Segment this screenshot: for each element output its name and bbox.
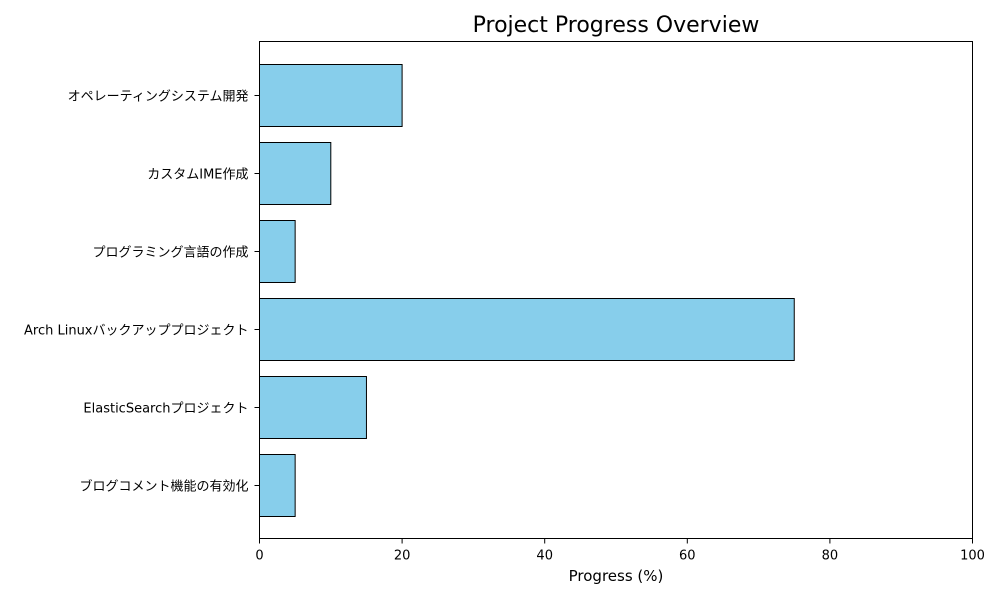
category-label-2: プログラミング言語の作成 (92, 245, 248, 261)
x-tick-label-3: 60 (679, 549, 696, 564)
x-tick-label-0: 0 (255, 549, 263, 564)
category-label-4: ElasticSearchプロジェクト (83, 402, 248, 417)
category-label-5: ブログコメント機能の有効化 (79, 479, 248, 495)
x-tick-label-1: 20 (394, 549, 411, 564)
x-axis-ticks: 0 20 40 60 80 100 (255, 538, 985, 564)
bar-2 (259, 220, 296, 283)
x-tick-label-4: 80 (822, 549, 839, 564)
bar-0 (259, 64, 403, 127)
bar-4 (259, 376, 367, 439)
chart-title: Project Progress Overview (473, 13, 760, 38)
bar-5 (259, 454, 296, 517)
x-tick-label-2: 40 (536, 549, 553, 564)
bar-1 (259, 142, 332, 205)
bar-3 (259, 298, 795, 361)
plot-frame (259, 41, 973, 539)
category-label-0: オペレーティングシステム開発 (68, 90, 249, 105)
x-tick-label-5: 100 (960, 549, 985, 564)
category-label-3: Arch Linuxバックアッププロジェクト (24, 324, 249, 339)
category-label-1: カスタムIME作成 (147, 168, 248, 183)
bars-layer (259, 64, 795, 517)
x-axis-label: Progress (%) (569, 567, 664, 585)
